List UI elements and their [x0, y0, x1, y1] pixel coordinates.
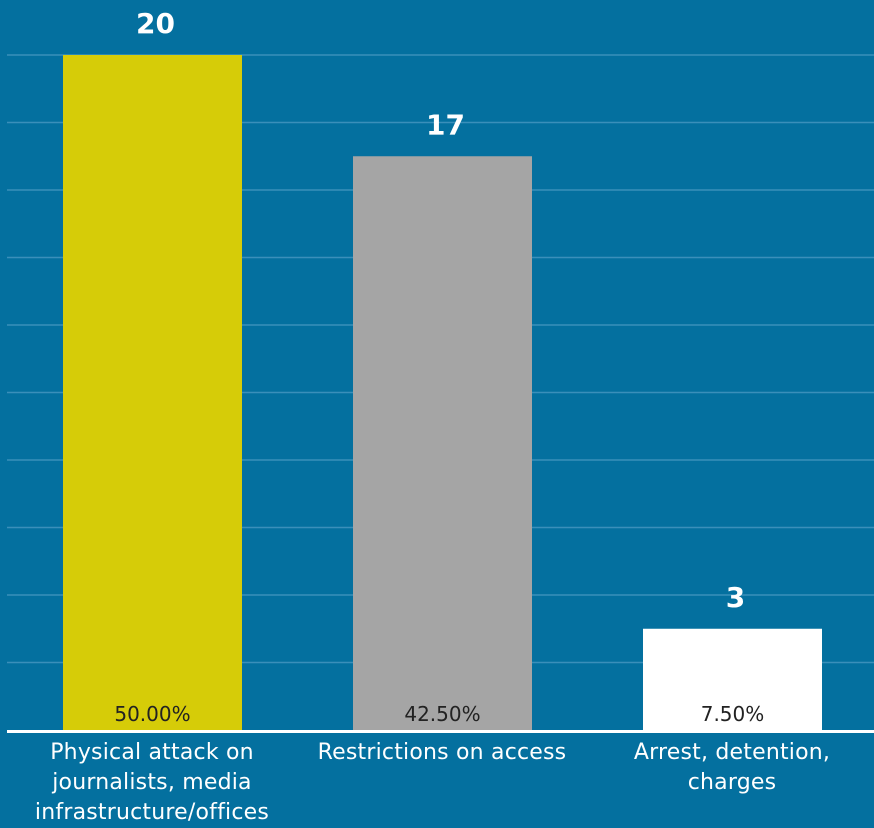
bar-0 [63, 55, 242, 730]
category-label-2-line-0: Arrest, detention, [633, 740, 831, 765]
category-label-2-line-1: charges [687, 770, 777, 795]
value-labels: 20 17 3 [136, 7, 745, 614]
category-label-1-line-0: Restrictions on access [317, 740, 567, 765]
category-label-2: Arrest, detention, charges [587, 738, 874, 798]
category-label-0-line-1: journalists, media [52, 770, 252, 795]
value-label-1: 17 [426, 108, 465, 141]
percent-label-1: 42.50% [404, 702, 480, 726]
category-label-0-line-2: infrastructure/offices [34, 800, 270, 825]
category-label-1: Restrictions on access [297, 738, 587, 768]
percent-label-2: 7.50% [701, 702, 765, 726]
value-label-0: 20 [136, 7, 175, 40]
bars [63, 55, 822, 730]
bar-2 [643, 628, 822, 730]
bar-1 [353, 156, 532, 730]
percent-label-0: 50.00% [114, 702, 190, 726]
value-label-2: 3 [726, 581, 745, 614]
category-label-0-line-0: Physical attack on [50, 740, 254, 765]
category-label-0: Physical attack on journalists, media in… [7, 738, 297, 828]
percent-labels: 50.00% 42.50% 7.50% [114, 702, 764, 726]
